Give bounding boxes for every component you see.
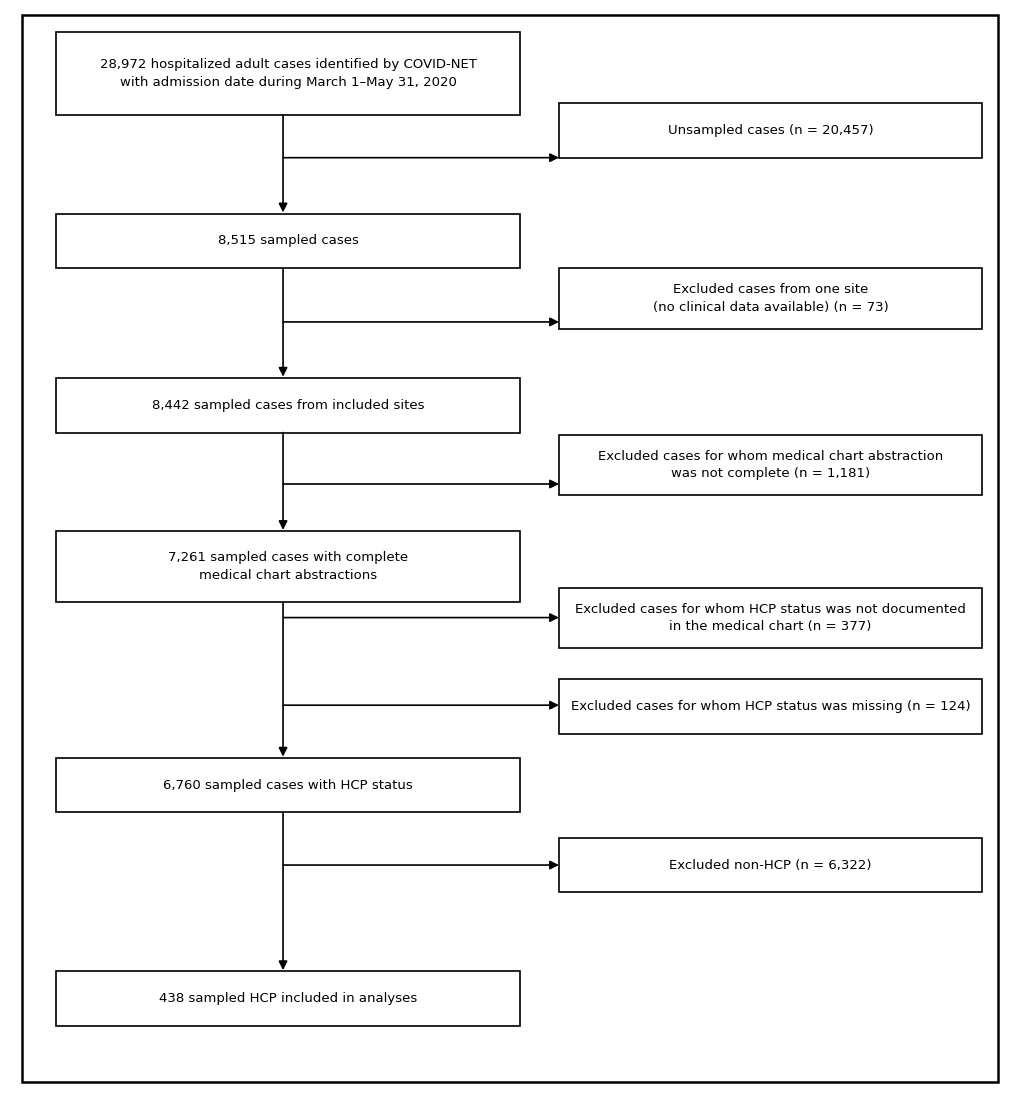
Bar xyxy=(558,268,981,328)
Bar xyxy=(558,588,981,648)
Text: Excluded cases for whom HCP status was missing (n = 124): Excluded cases for whom HCP status was m… xyxy=(571,700,969,713)
Text: 6,760 sampled cases with HCP status: 6,760 sampled cases with HCP status xyxy=(163,779,413,792)
Text: Excluded cases for whom HCP status was not documented
in the medical chart (n = : Excluded cases for whom HCP status was n… xyxy=(575,603,965,633)
Bar xyxy=(56,971,520,1026)
Bar xyxy=(558,838,981,892)
Bar xyxy=(56,214,520,268)
Text: Unsampled cases (n = 20,457): Unsampled cases (n = 20,457) xyxy=(667,124,872,137)
Text: 7,261 sampled cases with complete
medical chart abstractions: 7,261 sampled cases with complete medica… xyxy=(168,552,408,581)
Bar xyxy=(558,435,981,495)
Bar xyxy=(558,679,981,734)
Bar xyxy=(56,32,520,115)
Text: 8,442 sampled cases from included sites: 8,442 sampled cases from included sites xyxy=(152,399,424,412)
Bar xyxy=(558,103,981,158)
Text: Excluded non-HCP (n = 6,322): Excluded non-HCP (n = 6,322) xyxy=(668,858,871,872)
Bar xyxy=(56,378,520,433)
Bar xyxy=(56,531,520,602)
Text: 438 sampled HCP included in analyses: 438 sampled HCP included in analyses xyxy=(159,992,417,1005)
Text: Excluded cases from one site
(no clinical data available) (n = 73): Excluded cases from one site (no clinica… xyxy=(652,284,888,313)
Bar xyxy=(56,758,520,812)
Text: 8,515 sampled cases: 8,515 sampled cases xyxy=(217,234,359,247)
Text: Excluded cases for whom medical chart abstraction
was not complete (n = 1,181): Excluded cases for whom medical chart ab… xyxy=(597,450,943,480)
Text: 28,972 hospitalized adult cases identified by COVID-NET
with admission date duri: 28,972 hospitalized adult cases identifi… xyxy=(100,58,476,89)
